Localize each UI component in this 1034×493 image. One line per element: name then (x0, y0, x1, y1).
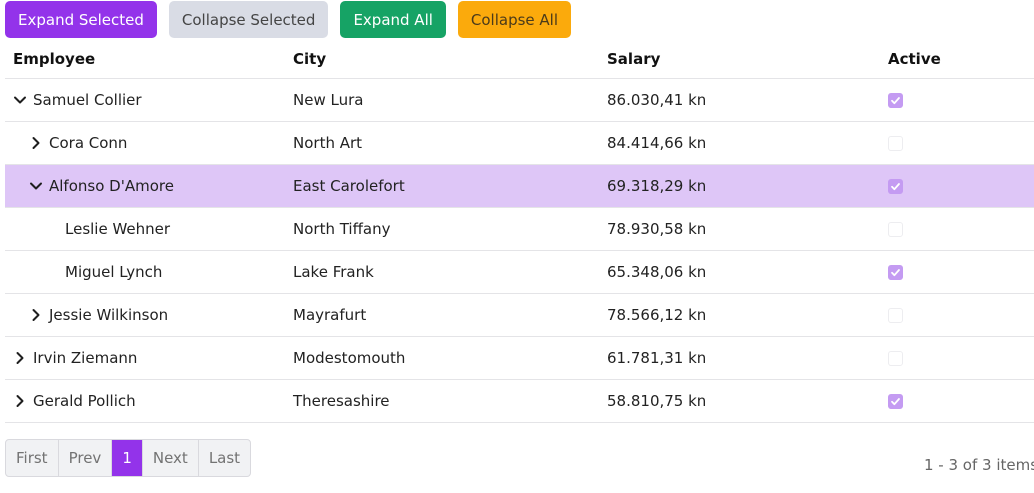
pager-prev-button[interactable]: Prev (59, 440, 113, 476)
city-cell: Mayrafurt (293, 306, 367, 324)
collapse-all-button[interactable]: Collapse All (457, 1, 572, 38)
active-checkbox[interactable] (888, 222, 903, 237)
chevron-down-icon[interactable] (13, 79, 27, 121)
employee-cell: Cora Conn (13, 122, 127, 164)
pager-page-button[interactable]: 1 (112, 440, 143, 476)
checkmark-icon (891, 97, 900, 105)
city-cell: East Carolefort (293, 177, 405, 195)
table-row[interactable]: Alfonso D'Amore East Carolefort 69.318,29 … (5, 165, 1034, 208)
pager-last-button[interactable]: Last (208, 449, 241, 467)
chevron-right-icon[interactable] (13, 380, 27, 422)
city-cell: Modestomouth (293, 349, 406, 367)
checkmark-icon (891, 269, 900, 277)
table-row[interactable]: Leslie Wehner North Tiffany 78.930,58 kn (5, 208, 1034, 251)
column-header-employee[interactable]: Employee (13, 50, 96, 68)
expand-selected-button[interactable]: Expand Selected (5, 1, 157, 38)
employee-name: Miguel Lynch (65, 263, 163, 281)
salary-cell: 86.030,41 kn (607, 91, 707, 109)
checkmark-icon (891, 398, 900, 406)
employee-cell: Irvin Ziemann (13, 337, 137, 379)
employee-name: Samuel Collier (33, 91, 142, 109)
salary-cell: 78.566,12 kn (607, 306, 707, 324)
active-checkbox[interactable] (888, 351, 903, 366)
tree-grid: Employee City Salary Active Samuel Colli… (5, 40, 1034, 423)
employee-name: Irvin Ziemann (33, 349, 138, 367)
pager-first-button[interactable]: First (6, 440, 59, 476)
grid-header: Employee City Salary Active (5, 40, 1034, 79)
table-row[interactable]: Irvin Ziemann Modestomouth 61.781,31 kn (5, 337, 1034, 380)
city-cell: North Art (293, 134, 363, 152)
salary-cell: 69.318,29 kn (607, 177, 707, 195)
employee-name: Cora Conn (49, 134, 128, 152)
active-checkbox[interactable] (888, 265, 903, 280)
pager: First Prev 1 Next Last (5, 439, 252, 477)
employee-name: Alfonso D'Amore (49, 177, 174, 195)
city-cell: Lake Frank (293, 263, 374, 281)
column-header-city[interactable]: City (293, 50, 327, 68)
employee-name: Leslie Wehner (65, 220, 171, 238)
employee-cell: Gerald Pollich (13, 380, 136, 422)
salary-cell: 65.348,06 kn (607, 263, 707, 281)
active-checkbox[interactable] (888, 394, 903, 409)
collapse-selected-button[interactable]: Collapse Selected (168, 1, 329, 38)
salary-cell: 78.930,58 kn (607, 220, 707, 238)
employee-cell: Miguel Lynch (13, 251, 162, 293)
column-header-active[interactable]: Active (888, 50, 941, 68)
table-row[interactable]: Cora Conn North Art 84.414,66 kn (5, 122, 1034, 165)
salary-cell: 58.810,75 kn (607, 392, 707, 410)
employee-cell: Alfonso D'Amore (13, 165, 174, 207)
column-header-salary[interactable]: Salary (607, 50, 661, 68)
active-checkbox[interactable] (888, 93, 903, 108)
city-cell: North Tiffany (293, 220, 391, 238)
table-row[interactable]: Miguel Lynch Lake Frank 65.348,06 kn (5, 251, 1034, 294)
pager-next-button[interactable]: Next (143, 440, 199, 476)
expand-all-button[interactable]: Expand All (340, 1, 446, 38)
table-row[interactable]: Jessie Wilkinson Mayrafurt 78.566,12 kn (5, 294, 1034, 337)
employee-name: Gerald Pollich (33, 392, 136, 410)
active-checkbox[interactable] (888, 308, 903, 323)
table-row[interactable]: Samuel Collier New Lura 86.030,41 kn (5, 79, 1034, 122)
salary-cell: 61.781,31 kn (607, 349, 707, 367)
chevron-right-icon[interactable] (29, 294, 43, 336)
employee-cell: Jessie Wilkinson (13, 294, 168, 336)
employee-cell: Leslie Wehner (13, 208, 170, 250)
chevron-right-icon[interactable] (13, 337, 27, 379)
toolbar: Expand Selected Collapse Selected Expand… (5, 1, 572, 38)
chevron-down-icon[interactable] (29, 165, 43, 207)
salary-cell: 84.414,66 kn (607, 134, 707, 152)
pager-summary: 1 - 3 of 3 items (924, 456, 1034, 474)
grid-body: Samuel Collier New Lura 86.030,41 kn Cora C… (5, 79, 1034, 423)
chevron-right-icon[interactable] (29, 122, 43, 164)
city-cell: Theresashire (293, 392, 390, 410)
table-row[interactable]: Gerald Pollich Theresashire 58.810,75 kn (5, 380, 1034, 423)
employee-cell: Samuel Collier (13, 79, 142, 121)
city-cell: New Lura (293, 91, 364, 109)
checkmark-icon (891, 183, 900, 191)
active-checkbox[interactable] (888, 179, 903, 194)
active-checkbox[interactable] (888, 136, 903, 151)
employee-name: Jessie Wilkinson (49, 306, 169, 324)
